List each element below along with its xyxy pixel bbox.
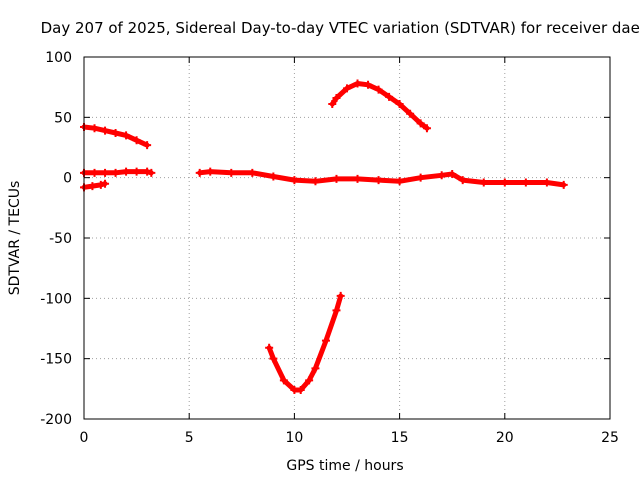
- data-series: [80, 79, 568, 395]
- series-arc-low: [265, 291, 345, 395]
- y-tick-label: 50: [54, 110, 72, 126]
- data-point: [364, 80, 373, 89]
- data-point: [332, 306, 341, 315]
- series-line: [266, 293, 344, 393]
- series-arc-zero-main: [195, 167, 568, 189]
- x-tick-label: 15: [391, 430, 409, 446]
- data-point: [195, 168, 204, 177]
- data-point: [395, 177, 404, 186]
- y-tick-label: -50: [49, 231, 72, 247]
- data-point: [143, 141, 152, 150]
- y-tick-label: -100: [40, 291, 72, 307]
- data-point: [290, 176, 299, 185]
- data-point: [500, 178, 509, 187]
- data-point: [101, 126, 110, 135]
- data-point: [328, 100, 337, 109]
- data-point: [374, 85, 383, 94]
- data-point: [96, 180, 105, 189]
- axis-ticks: 0 5 10 15 20 25 -200 -150 -100 -50 0 50 100: [40, 50, 619, 446]
- data-point: [296, 386, 305, 395]
- y-tick-label: 100: [45, 50, 72, 66]
- data-point: [88, 182, 97, 191]
- y-tick-label: 0: [63, 171, 72, 187]
- x-tick-label: 10: [285, 430, 303, 446]
- x-tick-label: 0: [80, 430, 89, 446]
- data-point: [458, 176, 467, 185]
- series-arc-high: [328, 79, 431, 133]
- data-point: [90, 124, 99, 133]
- x-tick-label: 20: [496, 430, 514, 446]
- data-point: [416, 119, 425, 128]
- data-point: [147, 168, 156, 177]
- data-point: [269, 172, 278, 181]
- y-axis-label: SDTVAR / TECUs: [7, 181, 23, 296]
- data-point: [559, 180, 568, 189]
- data-point: [111, 129, 120, 138]
- data-point: [132, 136, 141, 145]
- data-point: [422, 124, 431, 133]
- data-point: [385, 92, 394, 101]
- data-point: [416, 173, 425, 182]
- data-point: [90, 168, 99, 177]
- data-point: [206, 167, 215, 176]
- data-point: [111, 168, 120, 177]
- data-point: [542, 178, 551, 187]
- data-point: [122, 131, 131, 140]
- y-tick-label: -150: [40, 352, 72, 368]
- data-point: [143, 167, 152, 176]
- y-tick-label: -200: [40, 412, 72, 428]
- data-point: [248, 168, 257, 177]
- data-point: [321, 336, 330, 345]
- data-point: [448, 170, 457, 179]
- x-tick-label: 5: [185, 430, 194, 446]
- x-axis-label: GPS time / hours: [286, 458, 403, 474]
- data-point: [101, 168, 110, 177]
- data-point: [279, 376, 288, 385]
- series-arc-upper-left: [80, 122, 152, 150]
- x-tick-label: 25: [601, 430, 619, 446]
- data-point: [521, 178, 530, 187]
- data-point: [343, 84, 351, 93]
- data-point: [374, 176, 383, 185]
- data-point: [332, 174, 341, 183]
- data-point: [395, 100, 404, 109]
- data-point: [437, 171, 446, 180]
- data-point: [227, 168, 236, 177]
- data-point: [353, 79, 362, 88]
- data-point: [132, 167, 141, 176]
- data-point: [265, 343, 274, 352]
- data-point: [101, 179, 110, 188]
- data-point: [311, 364, 320, 373]
- plot-frame: [83, 56, 611, 420]
- data-point: [479, 178, 488, 187]
- data-point: [336, 291, 345, 300]
- data-point: [332, 94, 341, 103]
- data-point: [269, 354, 278, 363]
- chart-title: Day 207 of 2025, Sidereal Day-to-day VTE…: [41, 19, 640, 37]
- gridlines: [84, 57, 610, 419]
- series-arc-zero-left: [80, 167, 156, 177]
- data-point: [406, 109, 415, 118]
- data-point: [122, 167, 131, 176]
- data-point: [311, 177, 320, 186]
- data-point: [305, 376, 314, 385]
- data-point: [353, 174, 362, 183]
